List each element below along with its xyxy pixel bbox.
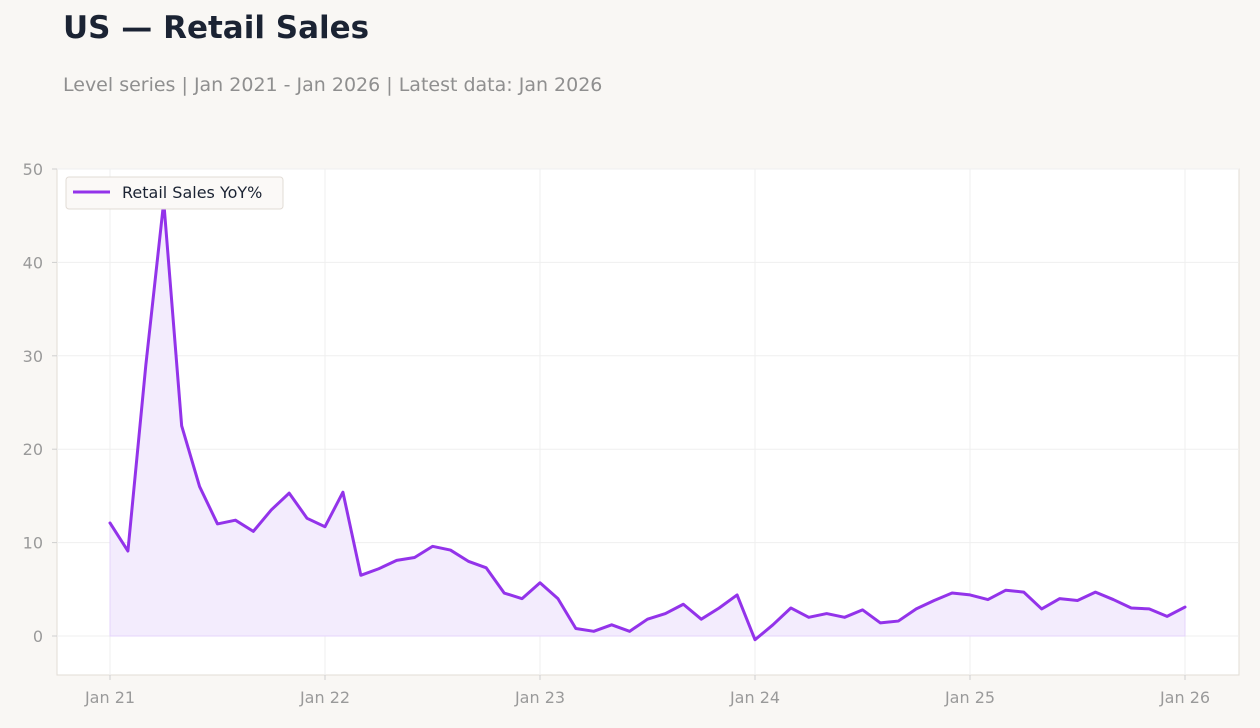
legend-box xyxy=(65,176,284,210)
y-tick-label: 30 xyxy=(23,347,43,366)
y-tick-label: 0 xyxy=(33,627,43,646)
x-tick-label: Jan 26 xyxy=(1159,688,1210,707)
chart-title: US — Retail Sales xyxy=(63,10,370,46)
y-tick-label: 50 xyxy=(23,160,43,179)
y-tick-label: 40 xyxy=(23,253,43,272)
x-tick-label: Jan 23 xyxy=(514,688,565,707)
chart-subtitle: Level series | Jan 2021 - Jan 2026 | Lat… xyxy=(63,74,603,96)
x-tick-label: Jan 25 xyxy=(944,688,995,707)
y-tick-label: 10 xyxy=(23,534,43,553)
series-line-group xyxy=(108,200,1187,642)
x-axis: Jan 21 Jan 22 Jan 23 Jan 24 Jan 25 Jan 26 xyxy=(84,675,1210,707)
legend-label: Retail Sales YoY% xyxy=(122,183,262,202)
y-tick-label: 20 xyxy=(23,440,43,459)
y-axis: 0 10 20 30 40 50 xyxy=(23,160,57,646)
x-tick-label: Jan 21 xyxy=(84,688,135,707)
series-line xyxy=(108,200,1187,642)
x-tick-label: Jan 24 xyxy=(729,688,780,707)
x-tick-label: Jan 22 xyxy=(299,688,350,707)
legend: Retail Sales YoY% xyxy=(65,176,284,210)
